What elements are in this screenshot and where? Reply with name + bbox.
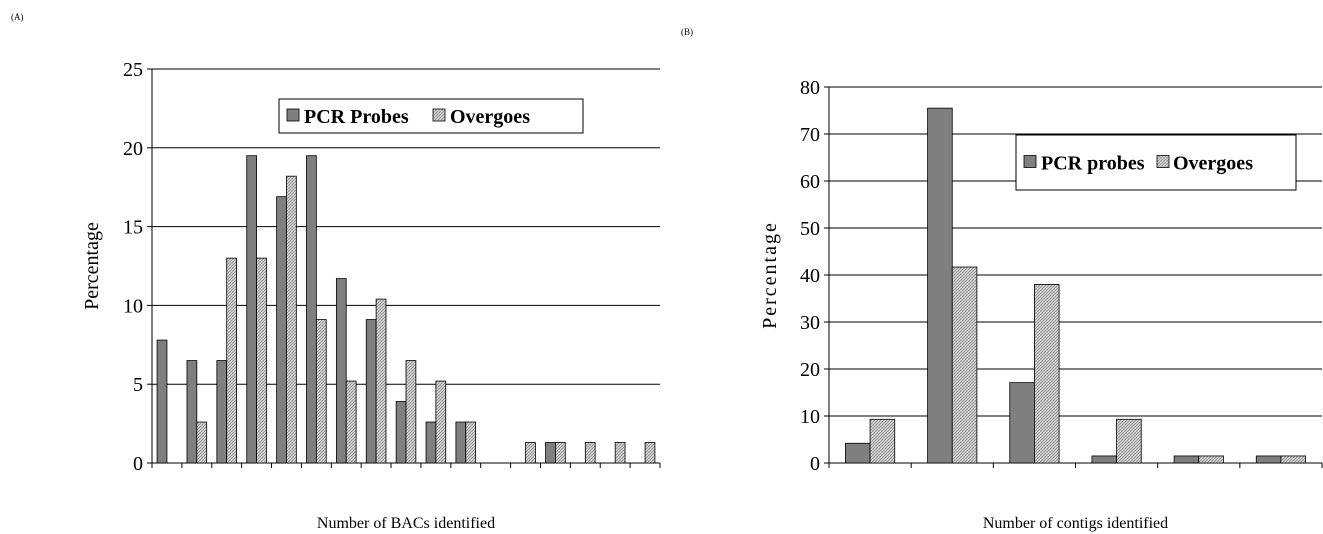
legend-label-overgoes: Overgoes bbox=[1173, 153, 1253, 175]
bar-pcr bbox=[845, 442, 871, 464]
bar-pcr bbox=[927, 107, 953, 464]
y-tick-label: 10 bbox=[123, 295, 143, 317]
bar-pcr bbox=[186, 360, 198, 464]
bar-pcr bbox=[545, 442, 556, 464]
bar-pcr bbox=[276, 196, 287, 464]
bar-overgoes bbox=[286, 175, 297, 464]
legend-label-overgoes: Overgoes bbox=[450, 106, 530, 128]
bar-overgoes bbox=[375, 298, 387, 464]
legend-label-pcr: PCR probes bbox=[1041, 153, 1145, 175]
bar-overgoes bbox=[226, 257, 237, 464]
bar-overgoes bbox=[525, 442, 536, 464]
bar-pcr bbox=[365, 319, 377, 464]
y-tick-label: 0 bbox=[133, 453, 143, 475]
bar-pcr bbox=[335, 278, 347, 464]
y-tick-label: 25 bbox=[123, 59, 143, 81]
y-tick-label: 80 bbox=[800, 77, 820, 99]
legend-swatch-pcr bbox=[1023, 155, 1037, 168]
bar-overgoes bbox=[256, 257, 267, 464]
bar-overgoes bbox=[1198, 455, 1224, 464]
y-tick-label: 20 bbox=[800, 359, 820, 381]
y-tick-label: 5 bbox=[133, 374, 143, 396]
bar-overgoes bbox=[465, 421, 477, 464]
bar-pcr bbox=[455, 421, 467, 464]
bar-pcr bbox=[1009, 382, 1035, 464]
legend-label-pcr: PCR Probes bbox=[304, 106, 409, 128]
y-tick-label: 10 bbox=[800, 406, 820, 428]
y-tick-label: 50 bbox=[800, 218, 820, 240]
legend-box bbox=[1015, 134, 1297, 191]
bar-pcr bbox=[306, 155, 317, 464]
legend-box bbox=[278, 98, 584, 134]
bar-pcr bbox=[1173, 455, 1200, 464]
bar-overgoes bbox=[644, 442, 656, 464]
bar-overgoes bbox=[405, 360, 417, 464]
bar-overgoes bbox=[315, 319, 327, 464]
bar-overgoes bbox=[951, 266, 978, 464]
bar-overgoes bbox=[345, 380, 357, 464]
y-tick-label: 20 bbox=[123, 138, 143, 160]
legend-swatch-overgoes bbox=[432, 108, 446, 122]
bar-overgoes bbox=[869, 418, 896, 464]
bar-overgoes bbox=[435, 380, 447, 464]
bar-overgoes bbox=[1116, 418, 1142, 464]
bar-overgoes bbox=[196, 421, 208, 464]
x-axis-label: Number of BACs identified bbox=[317, 515, 495, 532]
bar-pcr bbox=[1255, 455, 1282, 464]
y-tick-label: 70 bbox=[800, 124, 820, 146]
legend-swatch-pcr bbox=[286, 108, 300, 122]
bar-pcr bbox=[425, 421, 437, 464]
y-tick-label: 15 bbox=[123, 217, 143, 239]
bar-pcr bbox=[1091, 455, 1117, 464]
bar-pcr bbox=[216, 360, 228, 464]
bar-overgoes bbox=[584, 442, 596, 464]
bar-overgoes bbox=[555, 442, 566, 464]
bar-overgoes bbox=[614, 442, 626, 464]
panel-a-label: (A) bbox=[11, 12, 24, 22]
bar-overgoes bbox=[1280, 455, 1306, 464]
x-axis-label: Number of contigs identified bbox=[983, 515, 1168, 532]
panel-b-label: (B) bbox=[681, 27, 693, 37]
y-axis-label: Percentage bbox=[81, 222, 103, 310]
chart-b: 0 10 20 30 40 50 60 70 80 Number of contigs ident… bbox=[759, 77, 1323, 532]
y-tick-label: 30 bbox=[800, 312, 820, 334]
bar-pcr bbox=[156, 339, 168, 464]
bar-pcr bbox=[395, 401, 407, 464]
chart-a: 0 5 10 15 20 25 Number of BACs identified Perce… bbox=[81, 59, 661, 532]
y-tick-label: 60 bbox=[800, 171, 820, 193]
legend-swatch-overgoes bbox=[1156, 155, 1170, 168]
y-tick-label: 40 bbox=[800, 265, 820, 287]
bar-overgoes bbox=[1034, 283, 1060, 464]
y-tick-label: 0 bbox=[810, 453, 820, 475]
y-axis-label: Percentage bbox=[759, 221, 781, 329]
bar-pcr bbox=[246, 155, 257, 464]
